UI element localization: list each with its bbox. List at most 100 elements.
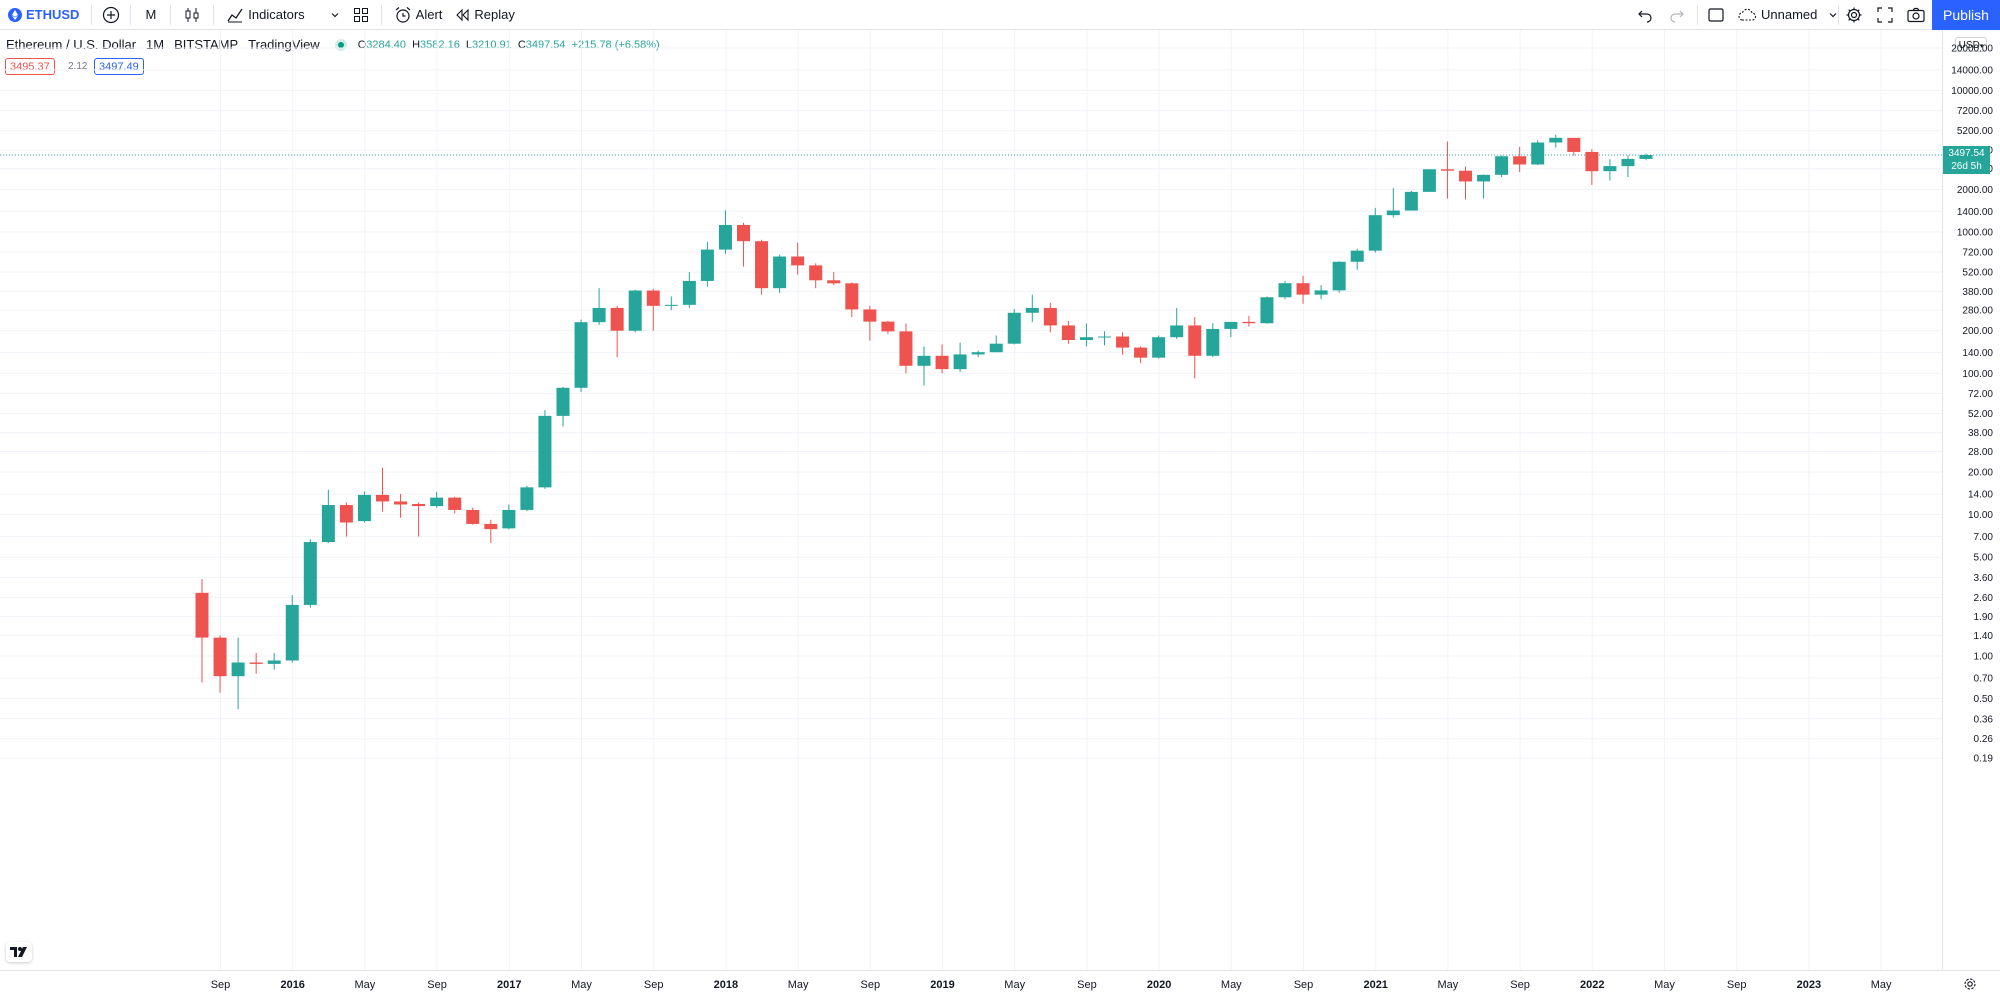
candle[interactable] xyxy=(1134,346,1148,364)
indicators-button[interactable]: Indicators xyxy=(220,0,346,30)
candle[interactable] xyxy=(1513,146,1527,173)
candle[interactable] xyxy=(520,485,534,512)
candle[interactable] xyxy=(664,296,678,311)
undo-button[interactable] xyxy=(1636,0,1654,30)
candle[interactable] xyxy=(1603,159,1617,181)
candle[interactable] xyxy=(917,346,931,386)
candle[interactable] xyxy=(1639,153,1653,161)
candle[interactable] xyxy=(267,653,281,670)
candle[interactable] xyxy=(1025,294,1039,323)
candle[interactable] xyxy=(1495,155,1509,178)
candle[interactable] xyxy=(1459,166,1472,200)
candle[interactable] xyxy=(1043,302,1057,333)
candle[interactable] xyxy=(1368,207,1382,253)
candle[interactable] xyxy=(1007,308,1021,345)
candle[interactable] xyxy=(935,344,949,374)
candle[interactable] xyxy=(1585,149,1599,185)
settings-button[interactable] xyxy=(1845,0,1863,30)
candle[interactable] xyxy=(953,342,967,373)
currency-selector[interactable]: USD▾ xyxy=(1955,37,1987,52)
candle[interactable] xyxy=(700,241,714,287)
candle[interactable] xyxy=(574,319,588,392)
candle[interactable] xyxy=(1296,275,1310,304)
snapshot-button[interactable] xyxy=(1906,0,1926,30)
time-axis[interactable]: Sep 2016 May Sep 2017 May Sep 2018 May Sep 2019 May… xyxy=(0,970,2000,996)
candle[interactable] xyxy=(592,288,606,325)
candle[interactable] xyxy=(430,491,444,508)
candle[interactable] xyxy=(1242,315,1256,327)
candle[interactable] xyxy=(1350,248,1364,270)
compare-add-button[interactable] xyxy=(98,0,124,30)
candle[interactable] xyxy=(1188,317,1202,379)
layout-name-button[interactable]: Unnamed xyxy=(1737,0,1839,30)
candle[interactable] xyxy=(357,491,371,523)
candle[interactable] xyxy=(538,410,552,489)
candle[interactable] xyxy=(971,350,985,358)
candle[interactable] xyxy=(1477,174,1491,199)
chart-type-button[interactable] xyxy=(177,0,207,30)
interval-button[interactable]: M xyxy=(137,0,164,30)
candle[interactable] xyxy=(1314,285,1328,300)
candle[interactable] xyxy=(1404,190,1418,211)
candle[interactable] xyxy=(249,653,263,674)
redo-button[interactable] xyxy=(1668,0,1686,30)
axis-settings-button[interactable] xyxy=(1962,976,1978,992)
price-chart[interactable] xyxy=(0,30,1942,970)
candle[interactable] xyxy=(1278,280,1292,300)
candle[interactable] xyxy=(610,305,624,358)
candle[interactable] xyxy=(1116,332,1130,355)
price-axis[interactable]: USD▾ 20000.00 14000.00 10000.00 7200.00 5200… xyxy=(1942,30,2000,970)
candle[interactable] xyxy=(827,272,841,286)
candle[interactable] xyxy=(682,272,696,308)
candle[interactable] xyxy=(1061,320,1075,344)
candle[interactable] xyxy=(448,496,462,514)
replay-button[interactable]: Replay xyxy=(448,0,520,30)
candle[interactable] xyxy=(718,210,732,254)
candle[interactable] xyxy=(195,579,209,683)
candle[interactable] xyxy=(1332,261,1346,293)
candle[interactable] xyxy=(737,222,750,267)
candle[interactable] xyxy=(1567,137,1581,156)
candle[interactable] xyxy=(628,289,642,333)
candle[interactable] xyxy=(863,305,877,341)
candle[interactable] xyxy=(213,635,227,693)
candle[interactable] xyxy=(484,519,498,544)
candle[interactable] xyxy=(502,504,516,530)
candle[interactable] xyxy=(1206,323,1220,358)
candle[interactable] xyxy=(881,320,895,334)
candle[interactable] xyxy=(1440,141,1454,199)
candle[interactable] xyxy=(1079,323,1093,347)
candle[interactable] xyxy=(791,242,805,275)
candle[interactable] xyxy=(1152,335,1166,359)
candle[interactable] xyxy=(1531,140,1545,166)
publish-button[interactable]: Publish xyxy=(1932,0,2000,30)
candle[interactable] xyxy=(1170,307,1184,339)
candle[interactable] xyxy=(1386,188,1400,218)
candle[interactable] xyxy=(321,489,335,544)
layouts-button[interactable] xyxy=(347,0,375,30)
candle[interactable] xyxy=(845,282,859,318)
fullscreen-toggle-button[interactable] xyxy=(1707,0,1725,30)
candle[interactable] xyxy=(376,467,389,512)
tradingview-logo[interactable] xyxy=(6,942,32,962)
candle[interactable] xyxy=(1549,134,1563,148)
candle[interactable] xyxy=(339,502,353,537)
candle[interactable] xyxy=(1260,296,1274,324)
candle[interactable] xyxy=(646,288,660,331)
candle[interactable] xyxy=(989,335,1003,353)
symbol-search[interactable]: ETHUSD xyxy=(8,0,79,30)
candle[interactable] xyxy=(466,507,480,525)
candle[interactable] xyxy=(773,254,787,293)
candle[interactable] xyxy=(899,323,913,374)
candle[interactable] xyxy=(809,263,823,289)
candle[interactable] xyxy=(285,595,299,663)
candle[interactable] xyxy=(556,386,570,427)
candle[interactable] xyxy=(755,239,769,295)
candle[interactable] xyxy=(1098,331,1111,346)
alert-button[interactable]: Alert xyxy=(388,0,449,30)
candle[interactable] xyxy=(394,494,408,518)
candle[interactable] xyxy=(303,539,317,608)
candle[interactable] xyxy=(1224,321,1238,338)
candle[interactable] xyxy=(1621,155,1635,178)
candle[interactable] xyxy=(412,502,426,537)
